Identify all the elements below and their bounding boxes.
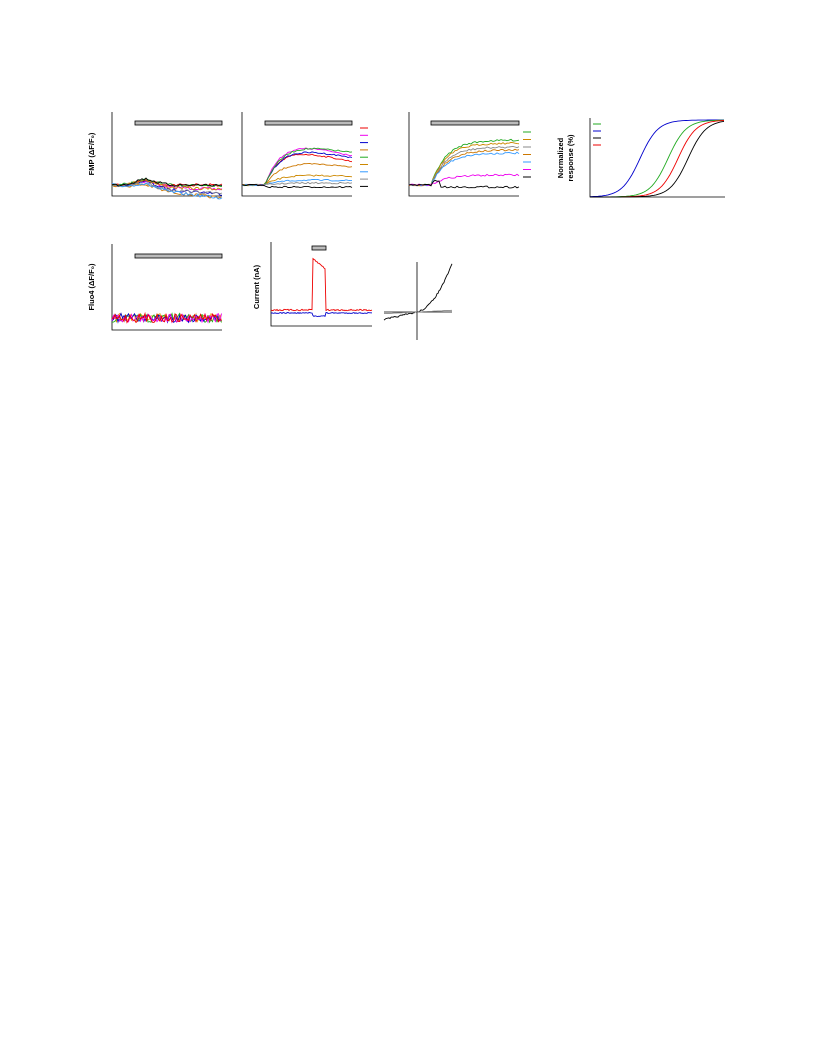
trace — [111, 177, 223, 187]
trace — [408, 173, 520, 186]
panel-f-axes — [270, 242, 372, 327]
trace — [408, 141, 520, 187]
fit-curve — [590, 120, 725, 198]
trace — [111, 179, 223, 191]
axes — [111, 112, 725, 340]
application-bar — [134, 120, 223, 126]
panel-b-axes — [241, 112, 352, 197]
trace — [408, 179, 520, 189]
fit-curve — [589, 119, 724, 198]
trace — [408, 145, 520, 187]
trace — [241, 174, 353, 187]
trace — [270, 311, 373, 317]
application-bar — [134, 253, 223, 259]
trace — [241, 183, 353, 189]
trace — [270, 257, 373, 312]
application-bar — [430, 120, 520, 126]
trace — [408, 148, 520, 187]
panel-a-axes — [111, 112, 222, 197]
y-axis-label: FMP (ΔF/F₀) — [87, 132, 96, 175]
y-axis-label: Fluo4 (ΔF/F₀) — [87, 263, 96, 311]
trace — [111, 182, 223, 200]
y-axis-label: Current (nA) — [252, 264, 261, 309]
trace — [111, 183, 223, 199]
y-axis-label: Normalized — [556, 137, 565, 178]
traces — [111, 119, 725, 324]
panel-g-axes — [384, 262, 452, 340]
y-axis-label: response (%) — [566, 134, 575, 182]
panel-e-axes — [111, 244, 222, 331]
trace — [408, 151, 520, 187]
fit-curve — [590, 120, 725, 198]
iv-curve — [384, 309, 453, 315]
trace — [111, 311, 222, 324]
panel-c-axes — [408, 112, 519, 197]
application-bar — [311, 245, 327, 251]
trace — [408, 138, 520, 187]
application-bar — [264, 120, 353, 126]
